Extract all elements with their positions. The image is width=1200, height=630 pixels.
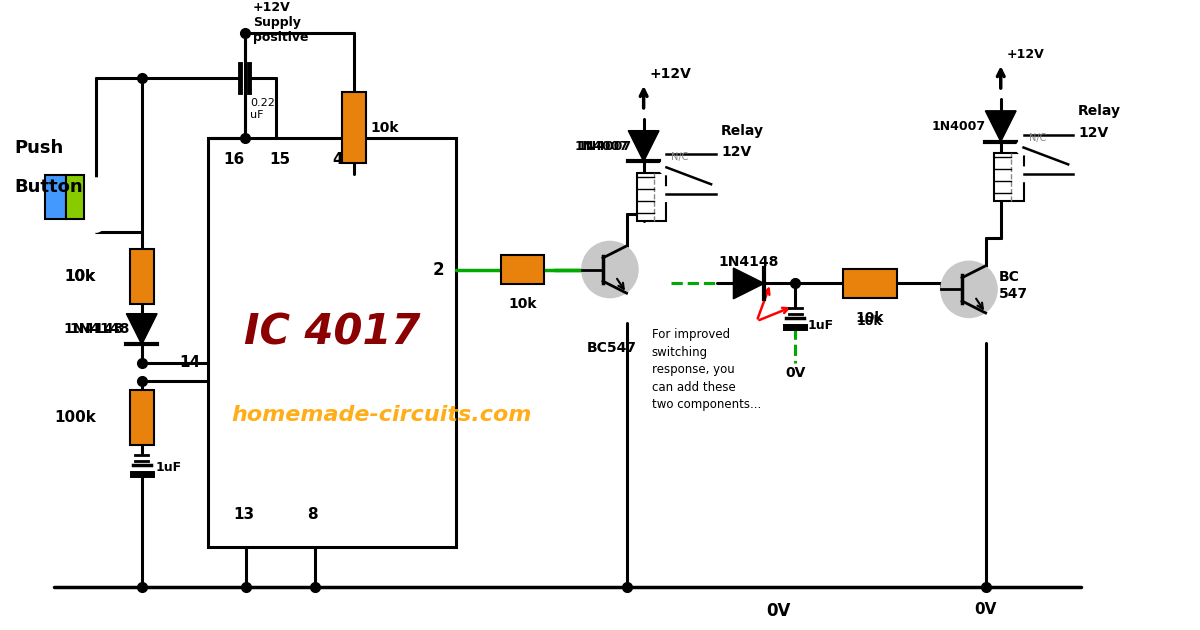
Text: 8: 8 bbox=[307, 508, 318, 522]
Polygon shape bbox=[629, 130, 659, 161]
Text: 1uF: 1uF bbox=[808, 319, 834, 332]
Bar bbox=[208, 137, 456, 547]
Text: 2: 2 bbox=[433, 261, 444, 278]
Text: 0V: 0V bbox=[785, 366, 805, 380]
Text: Button: Button bbox=[14, 178, 83, 196]
Bar bbox=[66, 175, 84, 219]
Text: 16: 16 bbox=[223, 152, 245, 168]
Text: +12V: +12V bbox=[649, 67, 691, 81]
Bar bbox=[130, 249, 154, 304]
Text: 10k: 10k bbox=[371, 121, 400, 135]
Text: 1N4007: 1N4007 bbox=[577, 139, 631, 152]
Bar bbox=[44, 175, 66, 219]
Text: 10k: 10k bbox=[65, 269, 96, 284]
Text: 10k: 10k bbox=[857, 315, 883, 328]
Text: 1N4148: 1N4148 bbox=[70, 322, 130, 336]
Text: 1N4148: 1N4148 bbox=[64, 322, 124, 336]
Text: 12V: 12V bbox=[721, 146, 751, 159]
Text: 10k: 10k bbox=[509, 297, 536, 311]
Text: 100k: 100k bbox=[54, 410, 96, 425]
Text: 1uF: 1uF bbox=[156, 461, 181, 474]
Text: N/C: N/C bbox=[1028, 132, 1046, 142]
Text: BC547: BC547 bbox=[587, 341, 637, 355]
Circle shape bbox=[1016, 140, 1031, 154]
Circle shape bbox=[941, 261, 997, 317]
Text: 1N4007: 1N4007 bbox=[931, 120, 986, 133]
Bar bbox=[637, 173, 666, 221]
Text: Relay: Relay bbox=[1078, 104, 1121, 118]
Text: 4: 4 bbox=[332, 152, 343, 168]
Circle shape bbox=[582, 242, 637, 297]
Text: 1N4007: 1N4007 bbox=[575, 139, 629, 152]
Text: 13: 13 bbox=[233, 508, 254, 522]
Text: +12V: +12V bbox=[1007, 49, 1044, 61]
Text: BC
547: BC 547 bbox=[998, 270, 1028, 301]
Bar bbox=[130, 390, 154, 445]
Text: Push: Push bbox=[14, 139, 64, 156]
Text: IC 4017: IC 4017 bbox=[244, 311, 420, 353]
Text: For improved
switching
response, you
can add these
two components...: For improved switching response, you can… bbox=[652, 328, 761, 411]
Text: 10k: 10k bbox=[65, 269, 96, 284]
Text: 12V: 12V bbox=[1078, 125, 1109, 140]
Circle shape bbox=[660, 161, 673, 175]
Bar bbox=[342, 92, 366, 163]
Circle shape bbox=[1016, 168, 1031, 181]
Bar bbox=[500, 255, 545, 284]
Text: +12V
Supply
positive: +12V Supply positive bbox=[253, 1, 308, 43]
Text: 0V: 0V bbox=[767, 602, 791, 620]
Polygon shape bbox=[733, 268, 764, 299]
Text: 15: 15 bbox=[270, 152, 290, 168]
Text: 1N4148: 1N4148 bbox=[719, 255, 779, 268]
Circle shape bbox=[660, 187, 673, 201]
Text: 10k: 10k bbox=[856, 311, 884, 325]
Circle shape bbox=[89, 178, 103, 192]
Bar bbox=[842, 268, 898, 298]
Circle shape bbox=[89, 218, 103, 232]
Text: 0.22
uF: 0.22 uF bbox=[250, 98, 275, 120]
Text: N/C: N/C bbox=[672, 152, 689, 163]
Text: Relay: Relay bbox=[721, 123, 764, 137]
Text: homemade-circuits.com: homemade-circuits.com bbox=[232, 405, 532, 425]
Bar bbox=[994, 154, 1024, 201]
Text: 14: 14 bbox=[179, 355, 200, 370]
Text: 0V: 0V bbox=[974, 602, 997, 617]
Polygon shape bbox=[126, 314, 157, 345]
Polygon shape bbox=[985, 111, 1016, 142]
